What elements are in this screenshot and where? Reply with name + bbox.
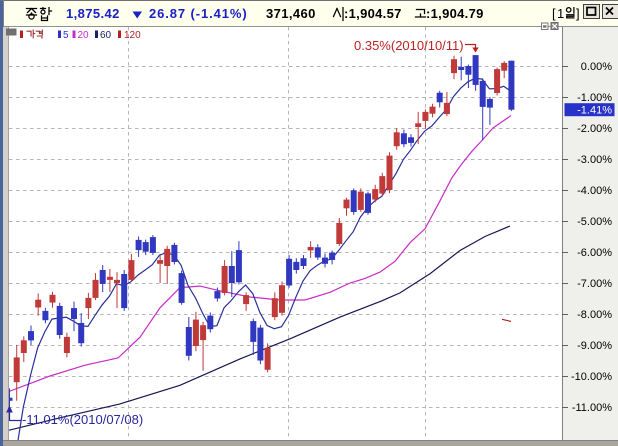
svg-text:60: 60 xyxy=(100,30,112,41)
svg-text:20: 20 xyxy=(78,30,90,41)
svg-text:-1.00%: -1.00% xyxy=(577,92,612,104)
svg-text:120: 120 xyxy=(124,30,141,41)
svg-text:-4.00%: -4.00% xyxy=(577,185,612,197)
svg-text:-6.00%: -6.00% xyxy=(577,247,612,259)
svg-text:0.35%(2010/10/11): 0.35%(2010/10/11) xyxy=(354,38,464,53)
svg-text:-7.00%: -7.00% xyxy=(577,278,612,290)
svg-text:-8.00%: -8.00% xyxy=(577,309,612,321)
svg-text:-5.00%: -5.00% xyxy=(577,216,612,228)
svg-text:-2.00%: -2.00% xyxy=(577,123,612,135)
svg-text:-11.01%(2010/07/08): -11.01%(2010/07/08) xyxy=(22,412,143,427)
svg-text:-3.00%: -3.00% xyxy=(577,154,612,166)
svg-text:5: 5 xyxy=(63,30,69,41)
svg-text:-9.00%: -9.00% xyxy=(577,340,612,352)
svg-text:-1.41%: -1.41% xyxy=(577,105,612,117)
svg-text:-10.00%: -10.00% xyxy=(571,371,612,383)
svg-text:-11.00%: -11.00% xyxy=(572,402,612,414)
svg-text:0.00%: 0.00% xyxy=(581,61,612,73)
